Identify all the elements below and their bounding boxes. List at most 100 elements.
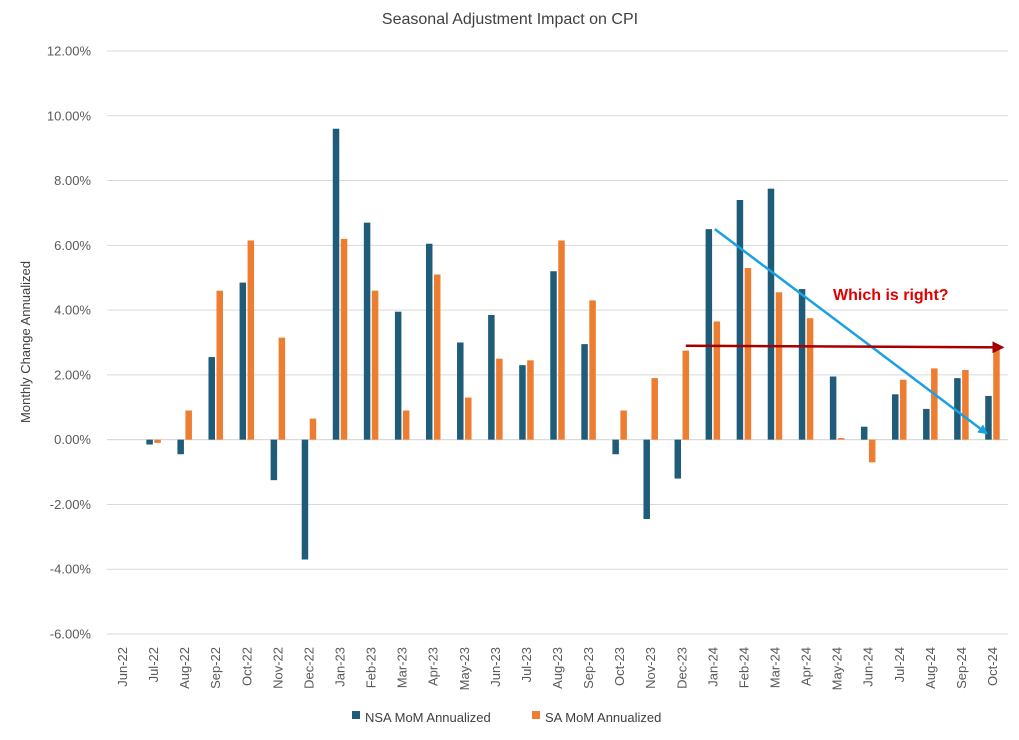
bar-nsa — [829, 376, 837, 440]
x-tick-label: May-23 — [457, 647, 472, 690]
x-tick-label: Feb-24 — [736, 647, 751, 688]
bar-sa — [962, 370, 969, 440]
y-tick-label: 2.00% — [54, 367, 91, 382]
bar-sa — [433, 274, 441, 440]
x-tick-label: Nov-23 — [643, 647, 658, 689]
bar-sa — [900, 379, 907, 440]
bar-nsa — [860, 426, 868, 440]
x-tick-label: Apr-24 — [799, 647, 814, 686]
bar-sa — [775, 292, 783, 440]
x-tick-label: Aug-22 — [177, 647, 192, 689]
bar-sa — [931, 368, 938, 440]
bar-sa — [402, 410, 410, 440]
y-tick-label: -2.00% — [50, 497, 92, 512]
bars — [146, 128, 1000, 560]
bar-nsa — [363, 222, 371, 440]
bar-sa — [806, 318, 814, 440]
x-tick-label: Jul-24 — [892, 647, 907, 682]
bar-nsa — [177, 439, 184, 455]
bar-nsa — [146, 439, 153, 445]
bar-nsa — [519, 365, 526, 440]
x-tick-label: Mar-23 — [395, 647, 410, 688]
y-tick-label: 8.00% — [54, 173, 91, 188]
bar-nsa — [705, 229, 713, 440]
bar-sa — [496, 358, 503, 440]
bar-nsa — [208, 357, 215, 440]
legend-label-sa: SA MoM Annualized — [545, 710, 661, 725]
x-tick-label: Mar-24 — [767, 647, 782, 688]
bar-nsa — [550, 271, 557, 440]
y-tick-label: -4.00% — [50, 562, 92, 577]
x-tick-label: Oct-22 — [239, 647, 254, 686]
bar-sa — [620, 410, 627, 440]
y-tick-label: 4.00% — [54, 303, 91, 318]
legend-swatch-sa — [532, 711, 540, 719]
y-axis-ticks: -6.00% -4.00% -2.00% 0.00% 2.00% 4.00% 6.00% 8.… — [47, 44, 92, 642]
x-tick-label: Sep-23 — [581, 647, 596, 689]
chart-title: Seasonal Adjustment Impact on CPI — [382, 11, 638, 28]
x-tick-label: May-24 — [830, 647, 845, 690]
y-tick-label: -6.00% — [50, 627, 92, 642]
bar-nsa — [239, 282, 247, 440]
x-tick-label: Oct-23 — [612, 647, 627, 686]
nsa-trend-arrow — [714, 228, 989, 435]
bar-nsa — [954, 378, 961, 440]
bar-nsa — [736, 199, 744, 440]
bar-sa — [558, 240, 565, 440]
bar-nsa — [394, 311, 402, 440]
x-tick-label: Jun-24 — [861, 647, 876, 687]
annotation-which-is-right: Which is right? — [833, 287, 949, 304]
bar-sa — [713, 321, 721, 440]
x-tick-label: Nov-22 — [270, 647, 285, 689]
x-tick-label: Jul-22 — [146, 647, 161, 682]
bar-nsa — [425, 243, 433, 440]
x-axis-ticks: Jun-22 Jul-22 Aug-22 Sep-22 Oct-22 Nov-22 Dec-… — [115, 647, 1000, 690]
bar-nsa — [798, 289, 806, 440]
x-tick-label: Aug-23 — [550, 647, 565, 689]
bar-nsa — [270, 439, 278, 481]
x-tick-label: Aug-24 — [923, 647, 938, 689]
annotations: Which is right? — [685, 228, 1005, 435]
bar-sa — [371, 290, 379, 440]
bar-sa — [216, 290, 223, 440]
bar-nsa — [301, 439, 309, 560]
bar-nsa — [488, 314, 495, 440]
bar-sa — [837, 438, 845, 440]
x-tick-label: Jun-22 — [115, 647, 130, 687]
bar-sa — [465, 397, 472, 440]
bar-nsa — [674, 439, 682, 479]
x-tick-label: Jan-23 — [333, 647, 348, 687]
bar-nsa — [581, 344, 588, 440]
bar-sa — [993, 345, 1000, 440]
bar-sa — [278, 337, 286, 440]
x-tick-label: Jun-23 — [488, 647, 503, 687]
bar-sa — [309, 418, 317, 440]
bar-nsa — [985, 395, 992, 440]
bar-sa — [744, 268, 752, 440]
grid — [107, 50, 1008, 635]
x-tick-label: Sep-24 — [954, 647, 969, 689]
legend-label-nsa: NSA MoM Annualized — [365, 710, 491, 725]
x-tick-label: Feb-23 — [364, 647, 379, 688]
y-tick-label: 0.00% — [54, 432, 91, 447]
x-tick-label: Sep-22 — [208, 647, 223, 689]
x-tick-label: Apr-23 — [426, 647, 441, 686]
x-tick-label: Jul-23 — [519, 647, 534, 682]
bar-sa — [651, 378, 658, 440]
bar-nsa — [643, 439, 650, 520]
bar-sa — [185, 410, 192, 440]
bar-nsa — [892, 394, 899, 440]
bar-nsa — [457, 342, 464, 440]
sa-trend-arrow — [685, 341, 1005, 354]
x-tick-label: Dec-22 — [301, 647, 316, 689]
bar-sa — [340, 238, 348, 440]
x-tick-label: Oct-24 — [985, 647, 1000, 686]
x-tick-label: Jan-24 — [705, 647, 720, 687]
y-tick-label: 10.00% — [47, 108, 92, 123]
legend-swatch-nsa — [352, 711, 360, 719]
y-axis-title: Monthly Change Annualized — [18, 261, 33, 423]
bar-sa — [589, 300, 596, 440]
bar-nsa — [332, 128, 340, 440]
bar-sa — [527, 360, 534, 440]
